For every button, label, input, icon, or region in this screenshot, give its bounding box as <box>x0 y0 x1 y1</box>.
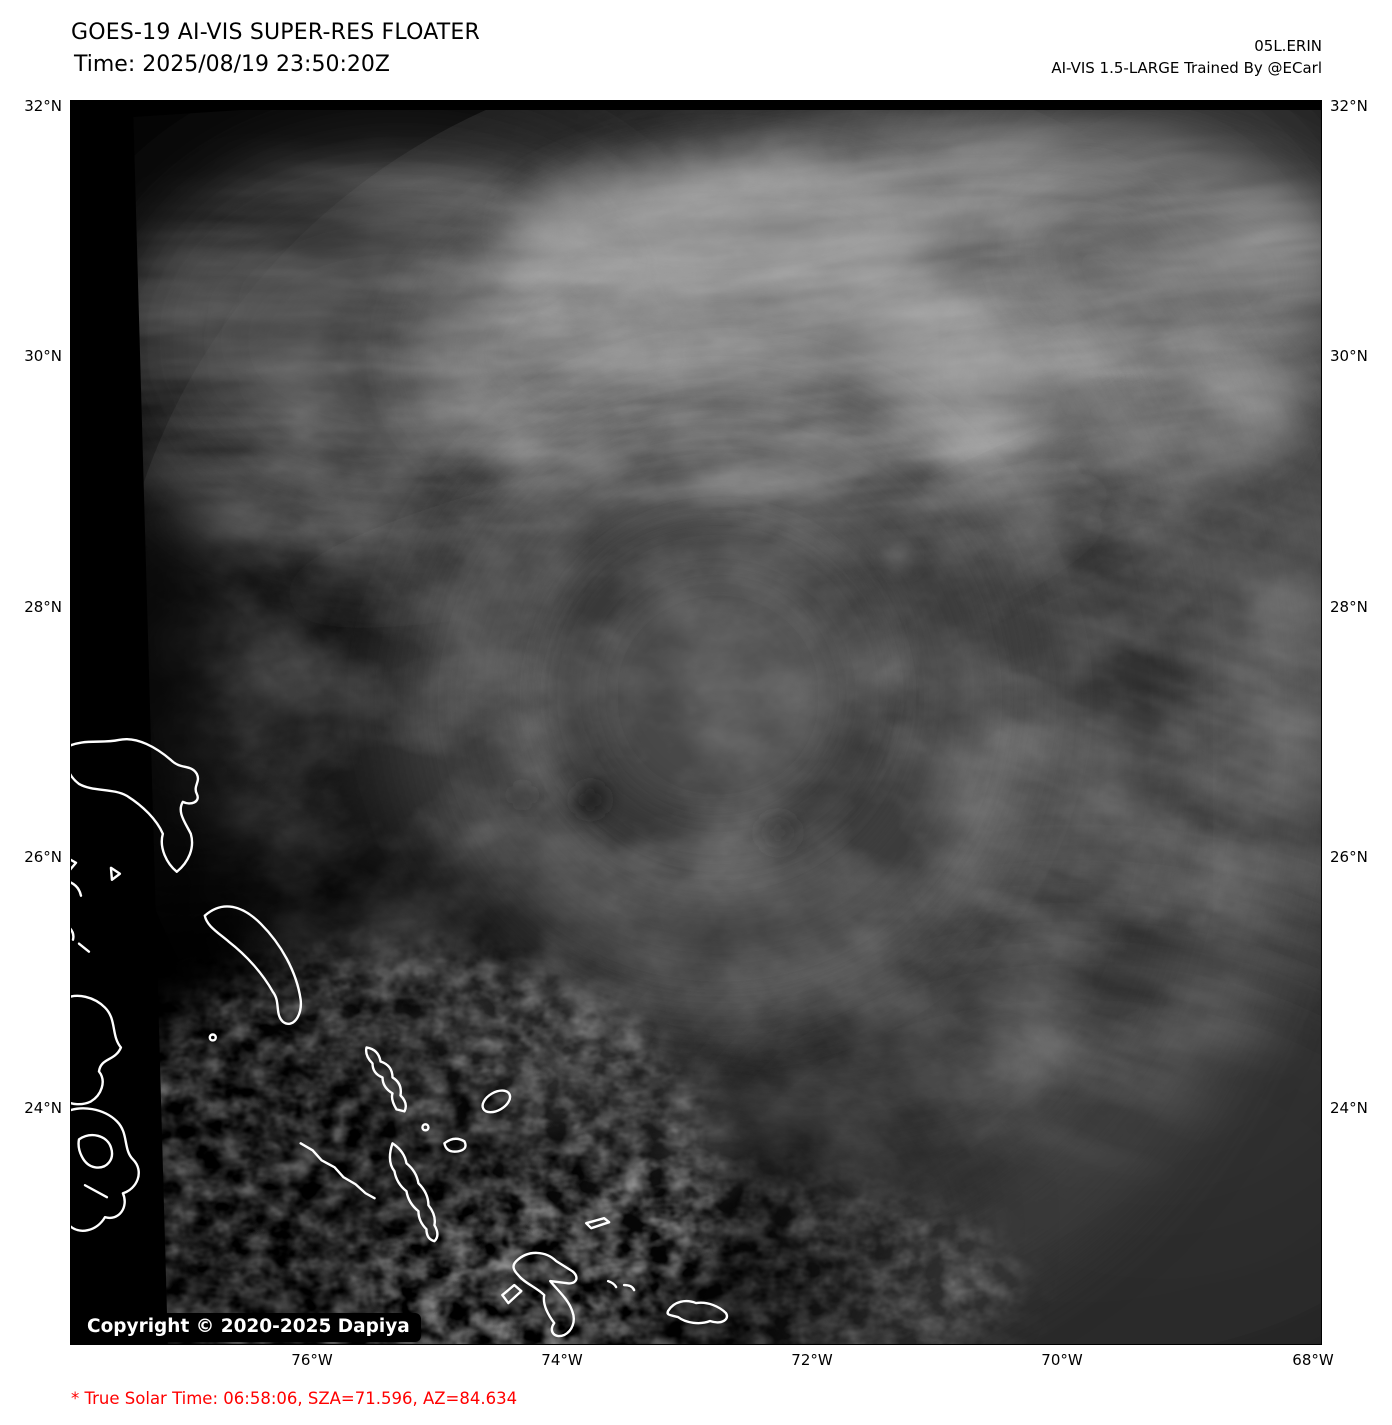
page-title: GOES-19 AI-VIS SUPER-RES FLOATER <box>71 20 480 45</box>
satellite-image: Copyright © 2020-2025 Dapiya <box>70 100 1322 1345</box>
lat-label-right-26n: 26°N <box>1330 848 1368 866</box>
lat-label-left-28n: 28°N <box>24 598 62 616</box>
lon-label-74w: 74°W <box>541 1351 583 1369</box>
lat-label-left-32n: 32°N <box>24 97 62 115</box>
lon-label-76w: 76°W <box>291 1351 333 1369</box>
lon-label-72w: 72°W <box>791 1351 833 1369</box>
lat-label-right-32n: 32°N <box>1330 97 1368 115</box>
hurricane-art <box>71 101 1321 1344</box>
lat-label-right-28n: 28°N <box>1330 598 1368 616</box>
lon-label-70w: 70°W <box>1041 1351 1083 1369</box>
lat-label-left-26n: 26°N <box>24 848 62 866</box>
model-credit: AI-VIS 1.5-LARGE Trained By @ECarl <box>1051 59 1322 77</box>
timestamp: Time: 2025/08/19 23:50:20Z <box>74 52 390 77</box>
lat-label-right-24n: 24°N <box>1330 1099 1368 1117</box>
copyright-overlay: Copyright © 2020-2025 Dapiya <box>76 1313 421 1342</box>
storm-id: 05L.ERIN <box>1254 37 1322 55</box>
no-data-region <box>71 101 1321 1344</box>
coastlines <box>71 737 729 1338</box>
credits-block: 05L.ERIN AI-VIS 1.5-LARGE Trained By @EC… <box>1051 35 1322 79</box>
lat-label-left-30n: 30°N <box>24 347 62 365</box>
lon-label-68w: 68°W <box>1292 1351 1334 1369</box>
solar-time-note: * True Solar Time: 06:58:06, SZA=71.596,… <box>71 1389 518 1408</box>
cloud-layers <box>71 101 1321 1344</box>
lat-label-left-24n: 24°N <box>24 1099 62 1117</box>
lat-label-right-30n: 30°N <box>1330 347 1368 365</box>
